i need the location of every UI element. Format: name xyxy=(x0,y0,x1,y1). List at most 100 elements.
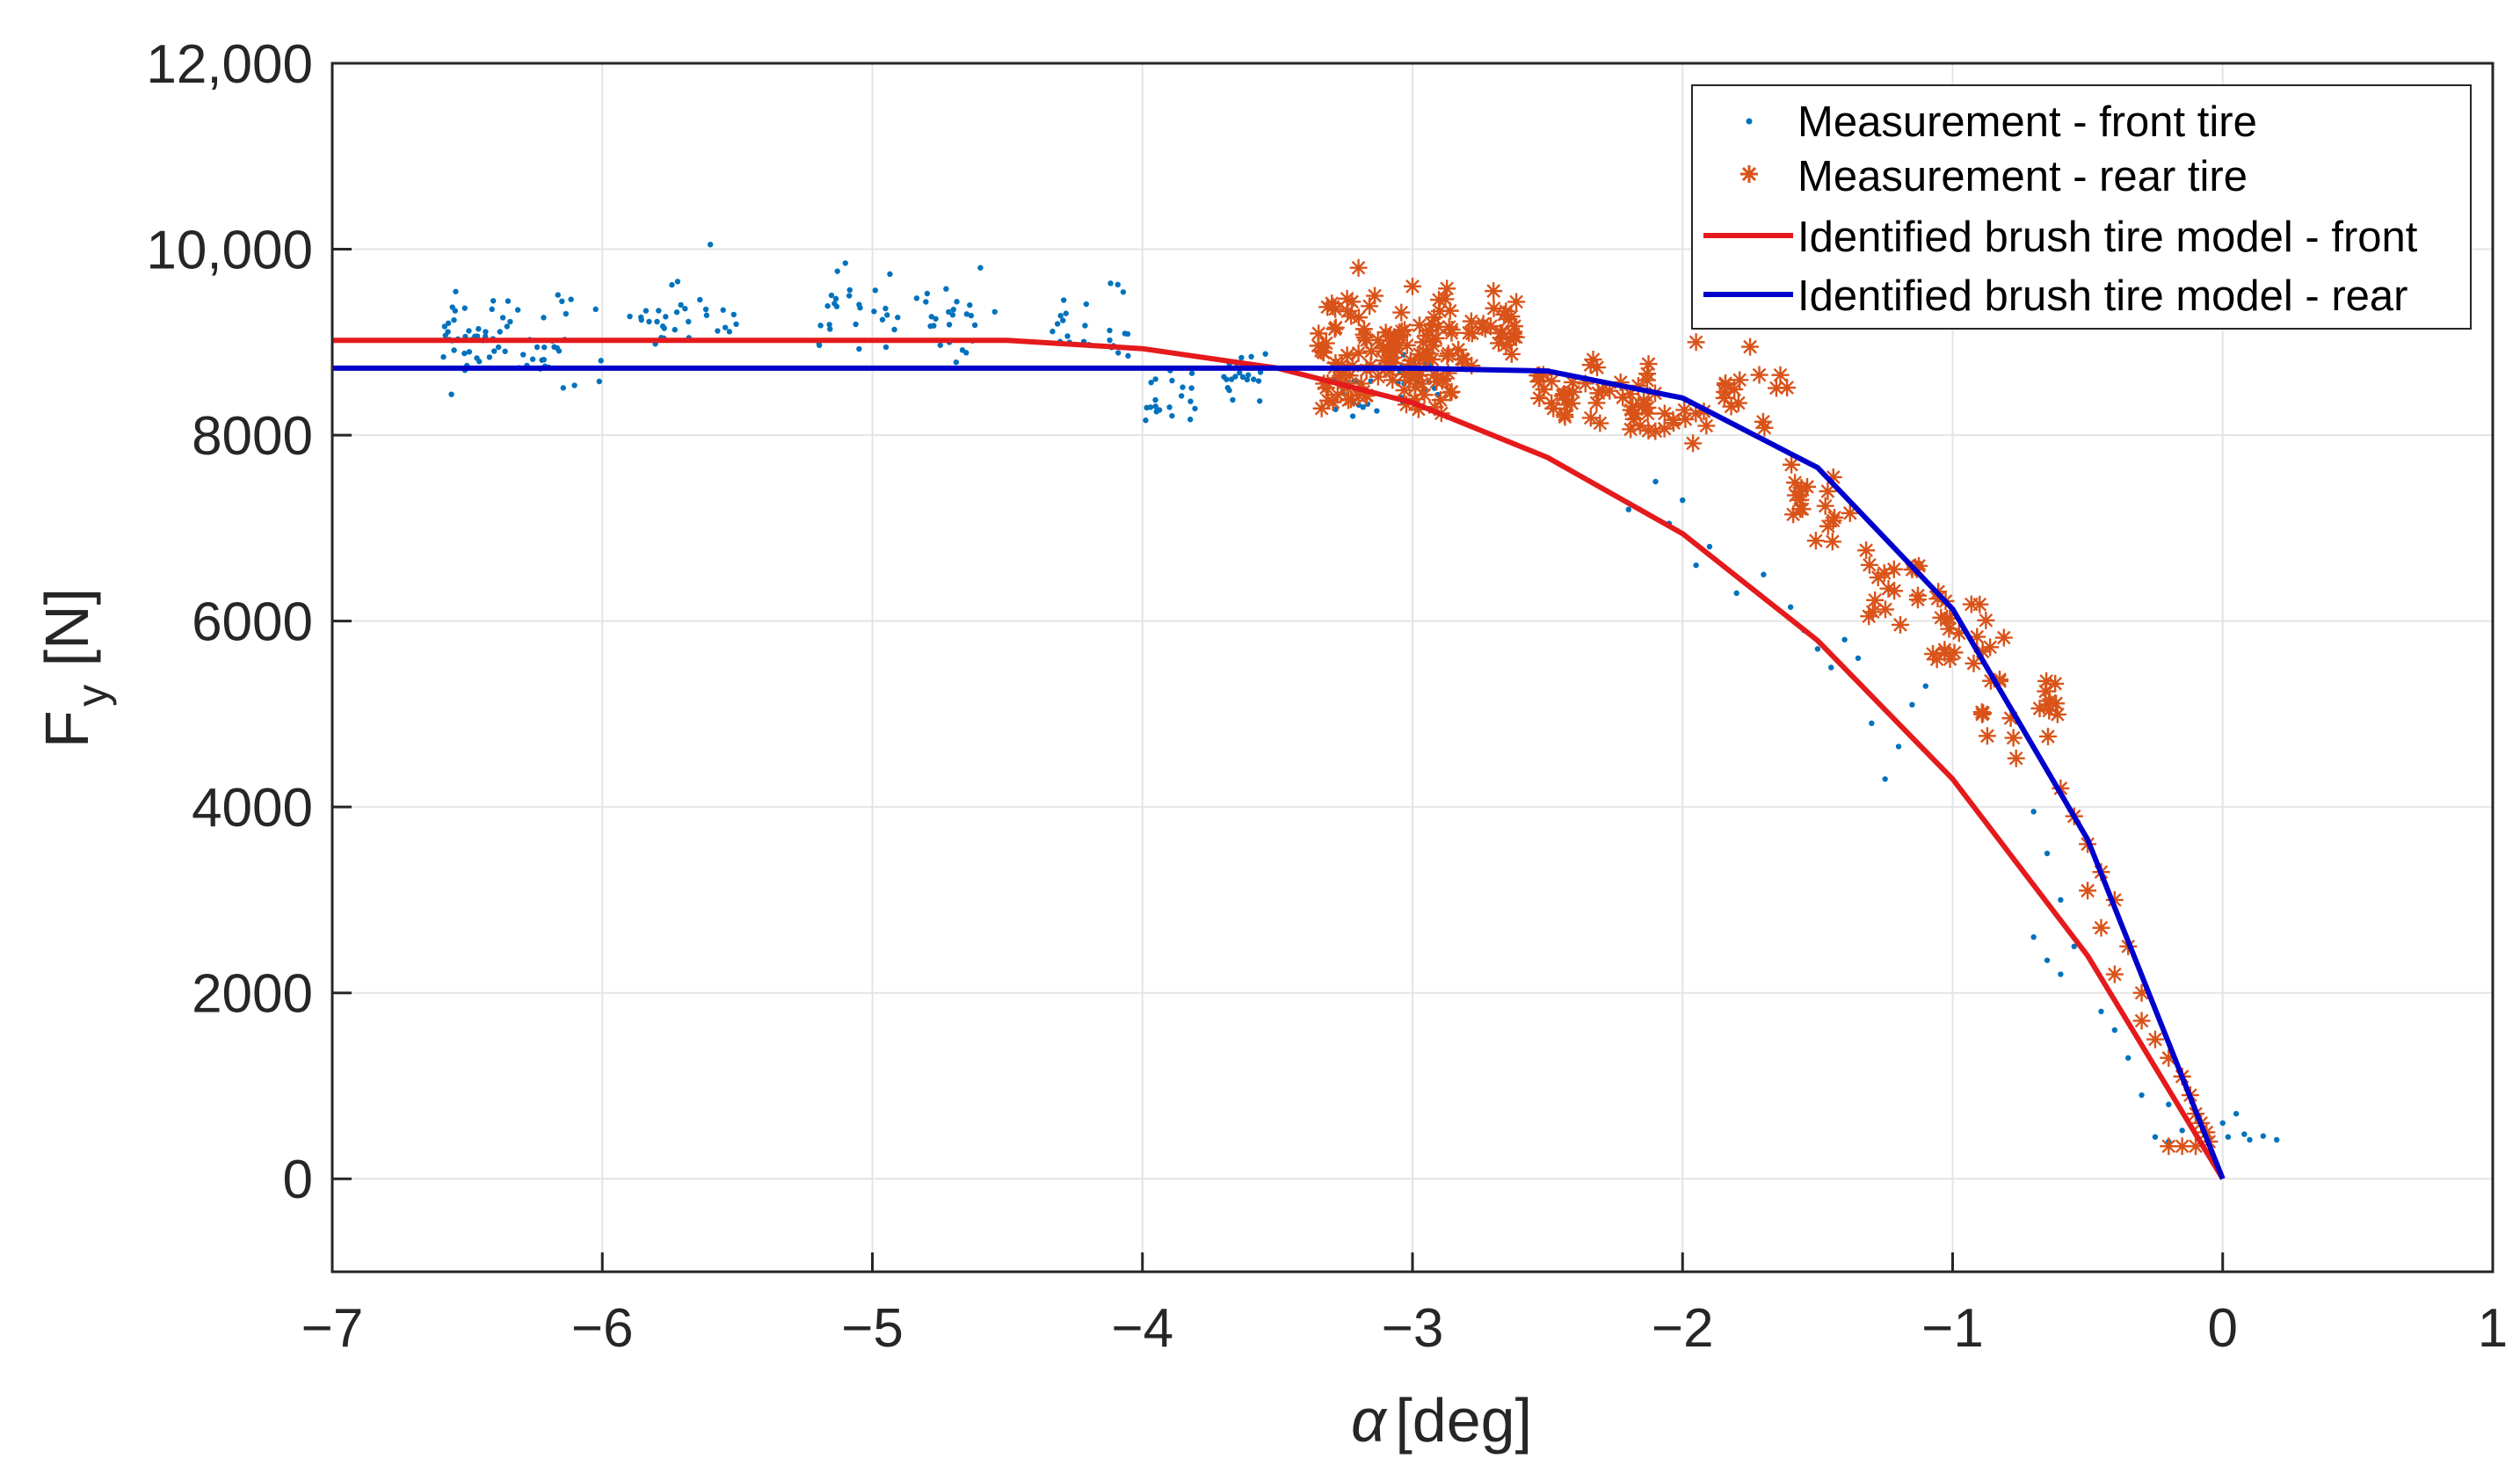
front-measurement-point xyxy=(2125,1055,2131,1061)
rear-measurement-point xyxy=(1908,591,1927,609)
rear-measurement-point xyxy=(1430,291,1449,309)
y-axis-ticks: 0 2000 4000 6000 8000 10,000 12,000 xyxy=(146,34,352,1210)
rear-measurement-point xyxy=(1463,357,1481,375)
front-measurement-point xyxy=(1244,376,1251,383)
rear-measurement-point xyxy=(1530,366,1549,384)
front-measurement-point xyxy=(726,329,733,335)
front-measurement-point xyxy=(2260,1133,2267,1139)
front-measurement-point xyxy=(1187,398,1194,404)
y-axis-title: F y [N] xyxy=(33,588,117,748)
front-measurement-point xyxy=(678,301,684,308)
rear-measurement-point xyxy=(1338,346,1356,365)
rear-measurement-point xyxy=(1876,600,1894,619)
rear-measurement-point xyxy=(2105,965,2124,983)
rear-measurement-point xyxy=(1973,642,1992,661)
front-measurement-point xyxy=(441,323,448,330)
legend-front-model-label: Identified brush tire model - front xyxy=(1797,214,2418,261)
rear-measurement-point xyxy=(1731,371,1749,389)
rear-measurement-point xyxy=(1326,318,1345,337)
front-measurement-point xyxy=(946,308,952,316)
rear-measurement-point xyxy=(1392,303,1411,322)
rear-measurement-point xyxy=(1380,352,1398,371)
front-measurement-point xyxy=(486,354,493,360)
front-measurement-point xyxy=(541,344,548,351)
x-tick-label: −3 xyxy=(1382,1298,1444,1359)
rear-measurement-point xyxy=(2046,674,2065,693)
rear-measurement-point xyxy=(1972,703,1991,722)
rear-measurement-point xyxy=(1343,293,1362,311)
front-measurement-point xyxy=(853,321,859,328)
rear-measurement-point xyxy=(2048,705,2066,723)
x-axis-title: α [deg] xyxy=(1351,1386,1532,1455)
front-measurement-point xyxy=(2030,934,2037,940)
rear-measurement-point xyxy=(1968,628,1986,646)
front-measurement-point xyxy=(832,295,839,302)
front-measurement-point xyxy=(1115,350,1122,356)
legend: Measurement - front tire Measurement - r… xyxy=(1691,84,2472,330)
front-measurement-point xyxy=(554,345,561,352)
rear-measurement-point xyxy=(1601,381,1619,400)
rear-measurement-point xyxy=(1543,372,1561,390)
rear-measurement-point xyxy=(1824,468,1842,486)
x-axis-unit: [deg] xyxy=(1395,1386,1532,1455)
front-measurement-point xyxy=(1107,280,1114,287)
rear-measurement-point xyxy=(1991,671,2009,690)
front-measurement-point xyxy=(1178,393,1185,399)
rear-measurement-point xyxy=(1387,333,1405,352)
rear-measurement-point xyxy=(1624,410,1643,428)
rear-measurement-point xyxy=(1697,417,1716,435)
front-measurement-point xyxy=(824,302,831,309)
rear-measurement-point xyxy=(1869,569,1887,587)
front-measurement-point xyxy=(882,305,889,312)
legend-box xyxy=(1691,84,2472,330)
front-measurement-point xyxy=(627,313,633,320)
model-lines xyxy=(332,337,2226,1180)
rear-measurement-point xyxy=(1819,482,1837,500)
front-measurement-point xyxy=(499,315,506,321)
front-measurement-point xyxy=(514,307,521,313)
rear-measurement-point xyxy=(2030,700,2049,718)
front-measurement-point xyxy=(937,342,943,348)
rear-measurement-point xyxy=(1332,366,1350,385)
front-measurement-point xyxy=(2111,1027,2118,1034)
front-measurement-point xyxy=(461,305,468,311)
front-measurement-point xyxy=(1057,312,1064,319)
rear-measurement-point xyxy=(1676,410,1695,428)
front-measurement-point xyxy=(913,295,920,301)
front-measurement-point xyxy=(2058,971,2064,977)
rear-measurement-point xyxy=(2039,727,2057,745)
y-tick-label: 12,000 xyxy=(146,34,313,95)
front-measurement-point xyxy=(659,323,666,330)
y-tick-label: 2000 xyxy=(192,964,313,1025)
rear-measurement-point xyxy=(1664,410,1682,429)
rear-measurement-point xyxy=(1413,374,1431,393)
rear-measurement-point xyxy=(1675,401,1694,419)
rear-measurement-point xyxy=(1638,404,1657,423)
rear-measurement-point xyxy=(1506,317,1524,336)
front-measurement-point xyxy=(891,326,897,333)
rear-measurement-point xyxy=(1362,342,1381,360)
rear-measurement-point xyxy=(1404,277,1421,295)
rear-measurement-point xyxy=(1453,350,1471,368)
front-measurement-point xyxy=(1882,776,1888,782)
rear-measurement-point xyxy=(1971,595,1989,613)
x-tick-label: 1 xyxy=(2478,1298,2508,1359)
x-tick-label: −5 xyxy=(841,1298,904,1359)
front-measurement-point xyxy=(2030,809,2037,815)
rear-measurement-point xyxy=(1622,420,1640,439)
front-measurement-point xyxy=(833,303,840,309)
rear-measurement-point xyxy=(1386,338,1405,357)
front-measurement-point xyxy=(1245,372,1252,378)
rear-measurement-point xyxy=(1401,367,1420,386)
front-measurement-point xyxy=(673,309,680,316)
front-measurement-point xyxy=(1125,352,1131,359)
rear-measurement-point xyxy=(1875,564,1893,583)
rear-measurement-point xyxy=(2160,1049,2178,1067)
rear-measurement-point xyxy=(1439,345,1457,363)
front-measurement-point xyxy=(663,314,669,320)
rear-measurement-point xyxy=(1806,532,1825,550)
front-measurement-point xyxy=(967,301,973,308)
front-measurement-point xyxy=(491,348,497,354)
rear-measurement-point xyxy=(1687,404,1705,423)
rear-measurement-point xyxy=(1879,579,1898,598)
